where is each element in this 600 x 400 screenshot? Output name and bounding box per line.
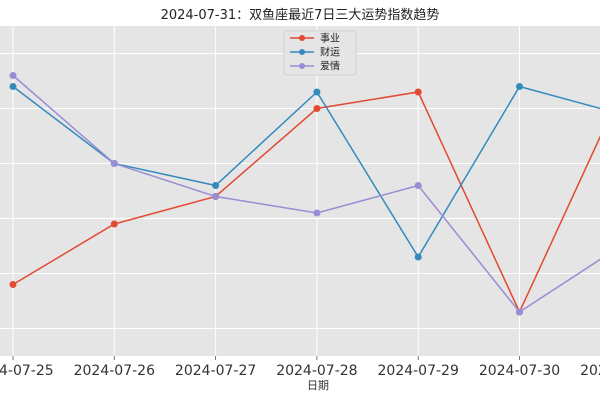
data-point [110,160,118,167]
x-tick-label: 2024-07-29 [378,363,459,379]
data-point [9,83,17,90]
data-point [212,182,220,189]
data-point [9,281,17,288]
data-point [9,72,17,79]
x-tick-label: 2024-07-26 [74,363,155,379]
x-axis-label: 日期 [307,379,329,392]
data-point [414,88,422,96]
data-point [414,182,422,189]
legend-label-1: 财运 [320,46,340,59]
data-point [110,220,118,228]
data-point [212,193,220,200]
data-point [516,308,523,316]
x-tick-label: 2024-07-27 [175,363,256,379]
data-point [516,83,523,90]
grid-layer [0,26,600,356]
legend-entry-1: 财运 [290,46,340,59]
legend: 事业 财运 爱情 [283,30,357,76]
data-point [313,88,321,96]
legend-marker-0 [299,35,305,41]
legend-label-0: 事业 [320,32,340,45]
data-point [313,105,321,112]
plot-area [0,26,600,356]
legend-entry-2: 爱情 [290,60,340,73]
x-tick-label: 2024-07-30 [479,363,560,379]
data-point [414,253,422,261]
legend-entry-0: 事业 [290,32,340,45]
x-tick-label: 2024-07-28 [276,363,357,379]
series-layer [9,72,600,316]
legend-marker-1 [299,49,305,55]
x-tick-label: 2024-07-31 [580,363,600,379]
chart-title: 2024-07-31：双鱼座最近7日三大运势指数趋势 [161,7,440,23]
tick-layer: 2024-07-25 2024-07-26 2024-07-27 2024-07-28… [0,356,600,379]
legend-label-2: 爱情 [320,60,340,73]
legend-marker-2 [299,63,305,69]
x-tick-label: 2024-07-25 [0,363,54,379]
data-point [313,209,321,217]
